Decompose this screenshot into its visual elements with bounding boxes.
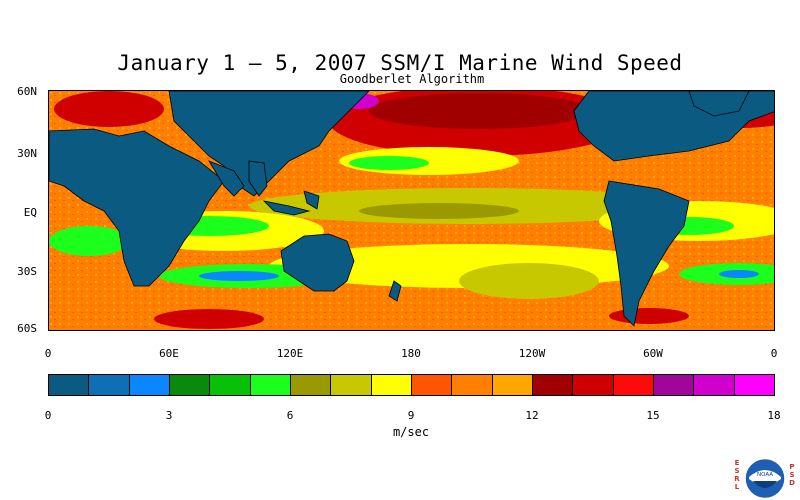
svg-text:NOAA: NOAA xyxy=(757,472,773,478)
colorbar-swatch xyxy=(210,375,251,395)
lon-label-180: 180 xyxy=(401,347,421,360)
colorbar-swatch xyxy=(331,375,372,395)
wind-speed-colorbar xyxy=(48,374,775,396)
lon-label-120e: 120E xyxy=(276,347,304,360)
lon-label-60w: 60W xyxy=(643,347,663,360)
lon-label-60e: 60E xyxy=(159,347,179,360)
lat-label-eq: EQ xyxy=(23,206,37,219)
lat-label-60n: 60N xyxy=(17,85,37,98)
lat-label-60s: 60S xyxy=(17,322,37,335)
colorbar-swatch xyxy=(250,375,291,395)
colorbar-swatch xyxy=(411,375,453,395)
colorbar-tick-9: 9 xyxy=(407,409,415,422)
colorbar-tick-0: 0 xyxy=(44,409,52,422)
lat-label-30s: 30S xyxy=(17,265,37,278)
map-title: January 1 – 5, 2007 SSM/I Marine Wind Sp… xyxy=(117,51,683,75)
wind-speed-map xyxy=(48,90,775,331)
colorbar-swatch xyxy=(290,375,332,395)
colorbar-tick-6: 6 xyxy=(286,409,294,422)
colorbar-swatch xyxy=(694,375,735,395)
colorbar-units: m/sec xyxy=(392,425,430,439)
colorbar-swatch xyxy=(532,375,574,395)
colorbar-tick-18: 18 xyxy=(767,409,781,422)
colorbar-swatch xyxy=(734,375,774,395)
lon-label-0-end: 0 xyxy=(770,347,778,360)
colorbar-tick-15: 15 xyxy=(646,409,660,422)
colorbar-swatch xyxy=(89,375,130,395)
lon-label-120w: 120W xyxy=(518,347,546,360)
colorbar-tick-3: 3 xyxy=(165,409,173,422)
colorbar-swatch xyxy=(371,375,412,395)
lat-label-30n: 30N xyxy=(17,147,37,160)
colorbar-swatch xyxy=(129,375,170,395)
colorbar-swatch xyxy=(613,375,654,395)
colorbar-swatch xyxy=(169,375,211,395)
noaa-logo-icon: NOAA xyxy=(744,457,786,500)
colorbar-swatch xyxy=(573,375,614,395)
lon-label-0: 0 xyxy=(44,347,52,360)
colorbar-swatch xyxy=(653,375,695,395)
map-subtitle: Goodberlet Algorithm xyxy=(339,72,485,86)
colorbar-tick-12: 12 xyxy=(525,409,539,422)
colorbar-swatch xyxy=(49,375,90,395)
colorbar-swatch xyxy=(492,375,533,395)
colorbar-swatch xyxy=(452,375,493,395)
